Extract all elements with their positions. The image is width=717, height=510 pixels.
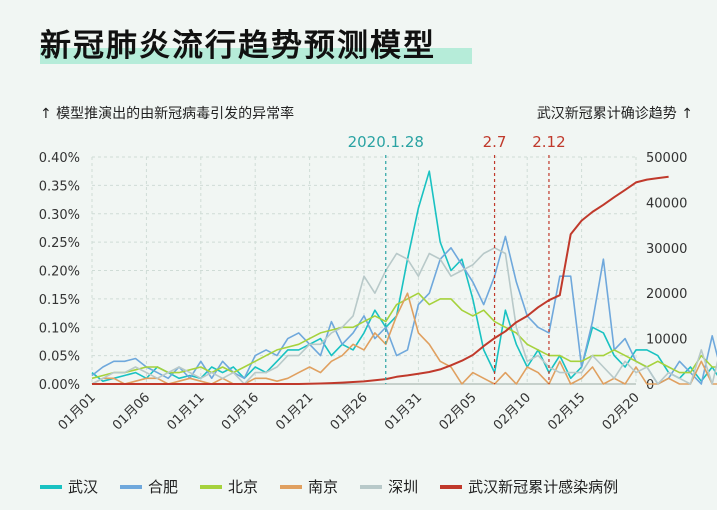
y-right-tick-label: 20000	[646, 287, 687, 302]
x-tick-label: 01月21	[273, 390, 316, 433]
y-left-tick-label: 0.30%	[39, 208, 80, 223]
title-block: 新冠肺炎流行趋势预测模型	[40, 20, 472, 65]
y-right-tick-label: 30000	[646, 242, 687, 257]
series-line	[91, 292, 717, 380]
series-line	[91, 235, 717, 385]
y-left-tick-label: 0.00%	[39, 378, 80, 393]
legend-item: 南京	[280, 476, 338, 497]
y-left-tick-label: 0.35%	[39, 179, 80, 194]
legend-swatch	[280, 484, 303, 489]
x-tick-label: 02月15	[545, 390, 588, 433]
legend-swatch	[360, 484, 383, 489]
legend-label: 武汉	[68, 478, 99, 496]
x-tick-label: 02月20	[600, 390, 643, 433]
legend-label: 北京	[228, 478, 259, 496]
legend-swatch	[440, 484, 463, 489]
series-group	[91, 170, 717, 385]
x-tick-label: 01月31	[382, 390, 425, 433]
legend-label: 南京	[308, 478, 339, 496]
y-left-tick-label: 0.10%	[39, 321, 80, 336]
grid-lines	[91, 156, 637, 385]
legend-item: 合肥	[120, 476, 178, 497]
x-tick-label: 01月06	[110, 390, 153, 433]
left-axis-label: ↑ 模型推演出的由新冠病毒引发的异常率	[40, 106, 295, 122]
series-line	[91, 292, 717, 385]
series-line	[91, 247, 717, 385]
annotation-label: 2.7	[483, 133, 507, 151]
y-right-tick-label: 50000	[646, 151, 687, 166]
line-chart: 0.00% 0.05% 0.10% 0.15% 0.20% 0.25% 0.30% 0.35%…	[39, 133, 717, 433]
page-title: 新冠肺炎流行趋势预测模型	[40, 28, 436, 64]
annotation-label: 2.12	[532, 133, 565, 151]
annotation-label: 2020.1.28	[348, 133, 424, 151]
y-right-tick-label: 40000	[646, 196, 687, 211]
legend-item: 深圳	[360, 476, 418, 497]
y-right-axis: 0 10000 20000 30000 40000 50000	[646, 151, 687, 393]
legend-swatch	[120, 484, 143, 489]
right-axis-label: 武汉新冠累计确诊趋势 ↑	[536, 106, 693, 122]
x-tick-label: 01月01	[56, 390, 99, 433]
legend-label: 合肥	[148, 478, 179, 496]
y-left-tick-label: 0.40%	[39, 151, 80, 166]
x-tick-label: 01月26	[328, 390, 371, 433]
legend-label: 武汉新冠累计感染病例	[468, 478, 619, 496]
legend-item: 武汉	[40, 476, 98, 497]
y-left-tick-label: 0.05%	[39, 350, 80, 365]
legend-label: 深圳	[388, 478, 419, 496]
x-axis: 01月01 01月06 01月11 01月16 01月21 01月26 01月31 02月05…	[56, 390, 643, 433]
y-left-tick-label: 0.20%	[39, 265, 80, 280]
y-left-tick-label: 0.25%	[39, 236, 80, 251]
series-line	[92, 175, 669, 385]
y-left-axis: 0.00% 0.05% 0.10% 0.15% 0.20% 0.25% 0.30% 0.35%…	[39, 151, 80, 393]
legend-item: 北京	[200, 476, 258, 497]
title-highlight	[40, 48, 472, 64]
y-right-tick-label: 0	[646, 378, 654, 393]
legend: 武汉 合肥 北京 南京 深圳 武汉新冠累计感染病例	[40, 476, 640, 497]
y-left-tick-label: 0.15%	[39, 293, 80, 308]
y-right-tick-label: 10000	[646, 333, 687, 348]
legend-swatch	[40, 484, 62, 489]
legend-item: 武汉新冠累计感染病例	[440, 476, 618, 497]
x-tick-label: 02月05	[436, 390, 479, 433]
annotations: 2020.1.28 2.7 2.12	[348, 133, 566, 384]
x-tick-label: 01月16	[219, 390, 262, 433]
x-tick-label: 02月10	[491, 390, 534, 433]
x-tick-label: 01月11	[164, 390, 207, 433]
legend-swatch	[200, 484, 223, 489]
